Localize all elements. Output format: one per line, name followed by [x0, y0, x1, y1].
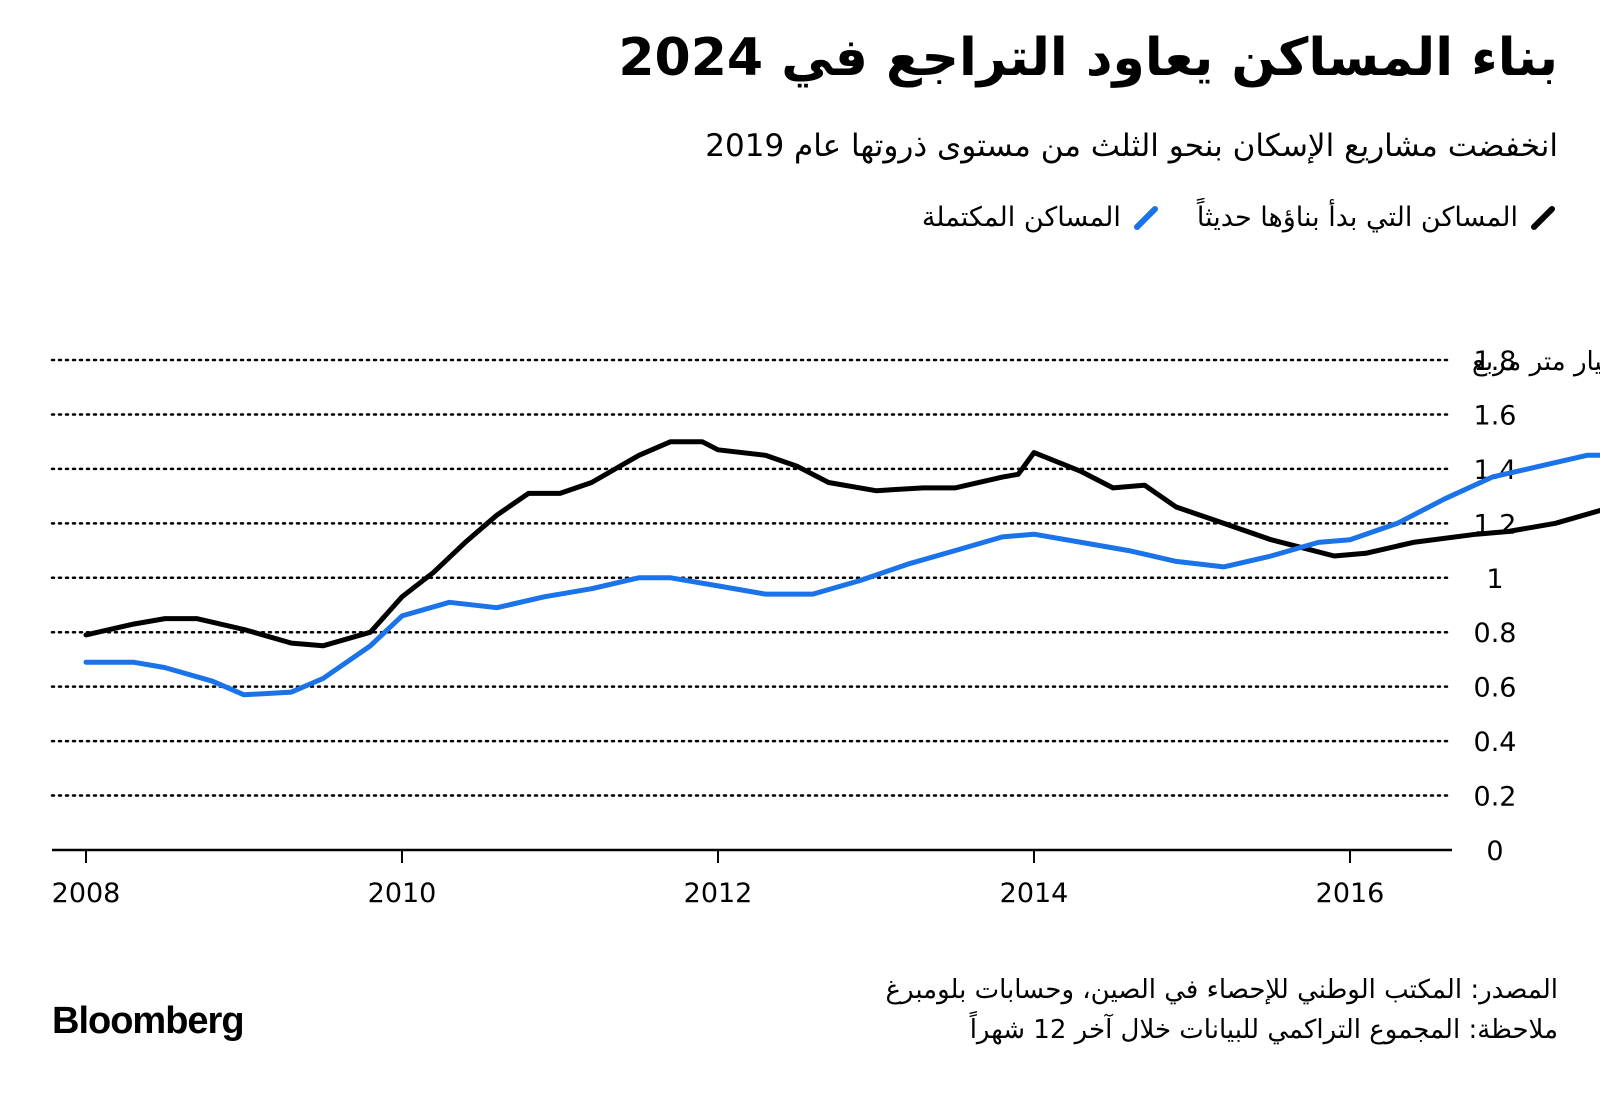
legend-swatch-starts: [1531, 205, 1555, 230]
y-tick-label: 0.8: [1474, 618, 1517, 649]
axes: 00.20.40.60.811.21.41.61.8مليار متر مربع…: [52, 346, 1600, 909]
legend-item-completions: المساكن المكتملة: [922, 202, 1161, 233]
y-tick-label: 0.2: [1474, 782, 1517, 813]
y-tick-label: 1.6: [1474, 400, 1517, 431]
chart-subtitle: انخفضت مشاريع الإسكان بنحو الثلث من مستو…: [705, 128, 1558, 164]
series-line-housing-completions: [83, 452, 1600, 698]
y-tick-label: 1.8: [1474, 346, 1517, 377]
legend-swatch-completions: [1133, 205, 1158, 230]
x-tick-label: 2008: [52, 878, 121, 909]
legend: المساكن التي بدأ بناؤها حديثاً المساكن ا…: [922, 202, 1558, 233]
y-tick-label: 0: [1486, 836, 1503, 867]
legend-label-starts: المساكن التي بدأ بناؤها حديثاً: [1196, 202, 1518, 233]
footnote: ملاحظة: المجموع التراكمي للبيانات خلال آ…: [969, 1015, 1558, 1045]
y-tick-label: 0.6: [1474, 673, 1517, 704]
chart-title: بناء المساكن يعاود التراجع في 2024: [618, 28, 1558, 88]
y-axis-unit-label: مليار متر مربع: [1472, 347, 1600, 377]
grid-lines: [50, 358, 1454, 797]
y-tick-label: 1: [1486, 564, 1503, 595]
bloomberg-logo: Bloomberg: [52, 1000, 245, 1042]
y-tick-label: 0.4: [1474, 727, 1517, 758]
x-tick-label: 2010: [368, 878, 437, 909]
series-line-housing-starts: [83, 439, 1600, 649]
series-lines: [83, 439, 1600, 698]
x-tick-label: 2014: [1000, 878, 1069, 909]
source-note: المصدر: المكتب الوطني للإحصاء في الصين، …: [885, 975, 1558, 1005]
x-tick-label: 2016: [1316, 878, 1385, 909]
legend-item-starts: المساكن التي بدأ بناؤها حديثاً: [1197, 202, 1558, 233]
legend-label-completions: المساكن المكتملة: [921, 202, 1121, 233]
x-tick-label: 2012: [684, 878, 753, 909]
